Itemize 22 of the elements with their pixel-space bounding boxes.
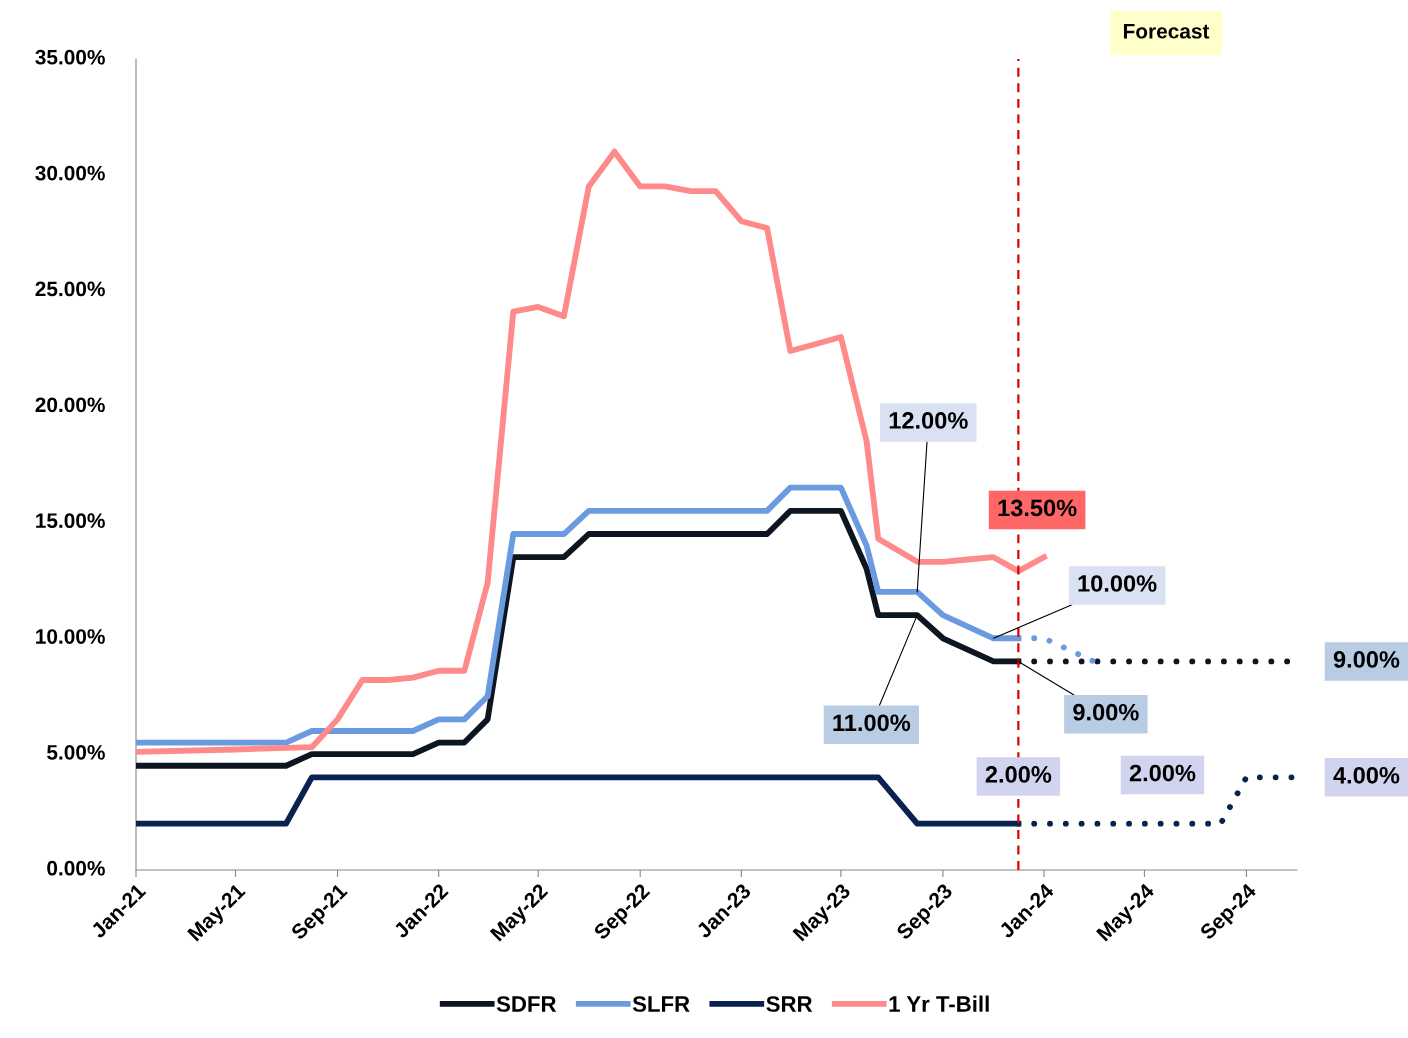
annotation: 10.00% (1078, 575, 1157, 592)
y-tick-label: 15.00% (36, 513, 105, 529)
legend-label: SDFR (496, 996, 557, 1012)
legend-label: SLFR (632, 996, 690, 1012)
legend-label: SRR (766, 996, 813, 1012)
y-tick-label: 20.00% (35, 397, 105, 413)
y-tick-label: 25.00% (35, 281, 105, 297)
annotation: 2.00% (985, 766, 1052, 783)
y-tick-label: 30.00% (35, 165, 105, 181)
annotation: 4.00% (1333, 766, 1400, 784)
y-tick-label: 0.00% (47, 860, 105, 876)
text: Forecast (1123, 24, 1210, 39)
legend-label: 1 Yr T-Bill (889, 995, 989, 1012)
annotation: 2.00% (1129, 764, 1196, 782)
annotation: 9.00% (1073, 703, 1139, 721)
annotation: 12.00% (889, 412, 968, 429)
y-tick-label: 10.00% (36, 629, 105, 644)
y-tick-label: 35.00% (35, 49, 105, 65)
y-tick-label: 5.00% (47, 744, 105, 760)
annotation: 9.00% (1333, 651, 1400, 668)
annotation: 11.00% (833, 714, 911, 732)
annotation: 13.50% (998, 499, 1077, 517)
